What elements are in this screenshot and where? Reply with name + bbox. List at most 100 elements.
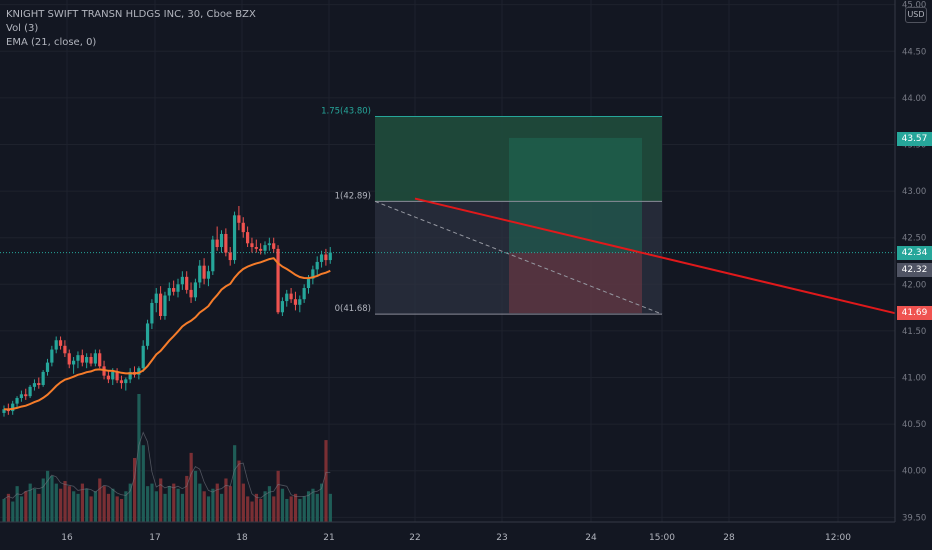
- candle-body: [45, 362, 50, 372]
- target-zone: [509, 137, 642, 253]
- stop-price-label: 41.69: [897, 306, 932, 320]
- fib-label-mid: 1(42.89): [335, 191, 371, 201]
- candle-body: [211, 239, 215, 272]
- volume-bar: [189, 452, 193, 522]
- ema-polyline: [3, 257, 331, 411]
- candle-body: [111, 371, 115, 380]
- candle-body: [241, 222, 245, 233]
- volume-bar: [98, 478, 102, 522]
- ema-indicator-label[interactable]: EMA (21, close, 0): [6, 37, 97, 48]
- trendline-segment: [414, 197, 896, 315]
- volume-bar: [307, 491, 311, 522]
- volume-bar: [311, 488, 315, 522]
- volume-bar: [302, 496, 306, 522]
- candle-body: [311, 269, 315, 279]
- volume-bar: [163, 493, 167, 522]
- candle-body: [150, 302, 154, 324]
- volume-bar: [285, 498, 289, 522]
- volume-bar: [246, 496, 250, 522]
- candle-body: [119, 380, 124, 384]
- volume-bar: [206, 496, 211, 522]
- volume-bar: [320, 483, 324, 522]
- volume-bar: [6, 493, 11, 522]
- volume-bar: [54, 483, 58, 522]
- stop-zone: [509, 252, 642, 314]
- candle-body: [154, 293, 158, 303]
- ema-price-label: 42.32: [897, 263, 932, 277]
- volume-bar: [115, 496, 119, 522]
- price-tick-label: 40.50: [902, 420, 926, 430]
- candle-body: [24, 394, 28, 397]
- volume-bar: [293, 493, 298, 522]
- candle-body: [237, 215, 241, 223]
- currency-badge[interactable]: USD: [905, 7, 927, 23]
- candle-body: [50, 349, 54, 363]
- candle-body: [302, 288, 306, 300]
- fib-label-top: 1.75(43.80): [321, 107, 371, 117]
- candle-body: [272, 243, 276, 249]
- price-tick-label: 39.50: [902, 513, 926, 523]
- candlesticks: [2, 206, 332, 417]
- volume-bar: [141, 445, 145, 522]
- ema-line: [3, 257, 331, 411]
- candle-body: [315, 261, 319, 270]
- candle-body: [54, 340, 58, 350]
- volume-bar: [63, 481, 67, 522]
- volume-bar: [28, 483, 32, 522]
- time-tick-label: 15:00: [649, 533, 675, 543]
- volume-bar: [50, 475, 54, 522]
- volume-bar: [280, 488, 285, 522]
- volume-bar: [237, 460, 241, 522]
- volume-bar: [289, 496, 293, 522]
- volume-bar: [146, 486, 150, 522]
- fib-label-bottom: 0(41.68): [335, 304, 371, 314]
- candle-body: [124, 379, 128, 384]
- price-tick-label: 42.00: [902, 280, 926, 290]
- candle-body: [145, 323, 150, 346]
- volume-bar: [154, 491, 158, 522]
- candle-body: [263, 245, 267, 251]
- candle-body: [289, 293, 293, 300]
- volume-bar: [328, 493, 332, 522]
- volume-bar: [241, 483, 245, 522]
- symbol-title[interactable]: KNIGHT SWIFT TRANSN HLDGS INC, 30, Cboe …: [6, 9, 256, 20]
- candle-body: [228, 252, 232, 261]
- volume-indicator-label[interactable]: Vol (3): [6, 23, 39, 34]
- time-tick-label: 17: [149, 533, 160, 543]
- candle-body: [41, 371, 45, 385]
- candle-body: [28, 386, 32, 397]
- time-tick-label: 18: [236, 533, 248, 543]
- price-tick-label: 44.50: [902, 47, 926, 57]
- volume-bar: [167, 486, 171, 522]
- price-tick-label: 41.50: [902, 327, 926, 337]
- trendline[interactable]: [414, 197, 896, 315]
- candle-body: [276, 248, 280, 313]
- fib-diagonal: [374, 200, 663, 315]
- position-tool[interactable]: 1.75(43.80) 1(42.89) 0(41.68): [0, 107, 895, 315]
- candle-body: [93, 353, 97, 364]
- volume-bar: [72, 491, 76, 522]
- volume-bar: [272, 496, 276, 522]
- volume-bar: [11, 501, 15, 522]
- time-axis[interactable]: 16 17 18 21 22 23 24 15:00 28 12:00: [0, 521, 895, 550]
- price-tick-label: 44.00: [902, 94, 926, 104]
- volume-bar: [41, 478, 45, 522]
- candle-body: [206, 271, 211, 279]
- candle-body: [180, 276, 184, 285]
- candle-body: [2, 409, 6, 413]
- candle-body: [280, 301, 284, 313]
- time-tick-label: 16: [61, 533, 73, 543]
- volume-bar: [263, 491, 267, 522]
- candle-body: [215, 239, 219, 248]
- volume-bar: [111, 488, 115, 522]
- volume-bar: [106, 493, 111, 522]
- volume-bar: [211, 488, 215, 522]
- candle-body: [115, 371, 119, 381]
- volume-ma-line: [3, 431, 331, 500]
- volume-bar: [298, 498, 302, 522]
- candle-body: [67, 353, 71, 365]
- volume-bar: [15, 486, 19, 522]
- volume-bar: [198, 483, 202, 522]
- volume-bar: [228, 486, 232, 522]
